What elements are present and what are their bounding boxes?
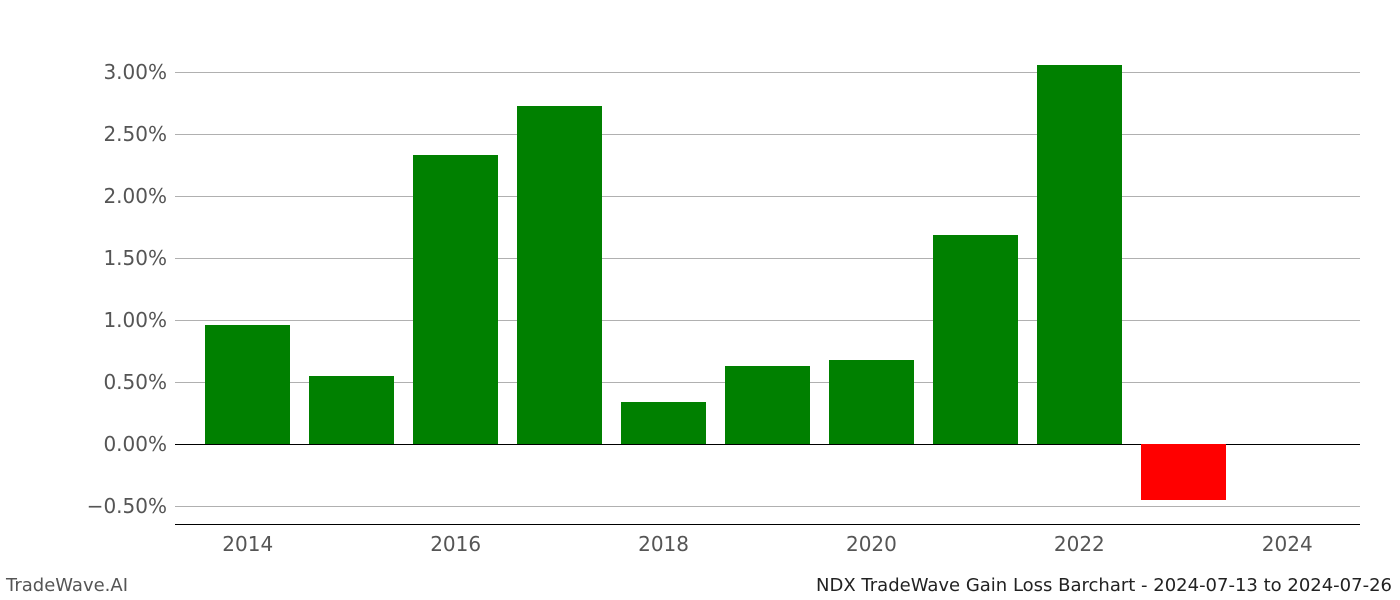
xtick-label: 2020 bbox=[846, 524, 897, 556]
bar bbox=[517, 106, 602, 445]
bar bbox=[933, 235, 1018, 445]
gridline bbox=[175, 134, 1360, 135]
bar bbox=[725, 366, 810, 444]
chart-root: −0.50% 0.00% 0.50% 1.00% 1.50% 2.00% 2.50% 3.00… bbox=[0, 0, 1400, 600]
gridline bbox=[175, 196, 1360, 197]
bar bbox=[621, 402, 706, 444]
plot-area: −0.50%0.00%0.50%1.00%1.50%2.00%2.50%3.00… bbox=[175, 35, 1360, 525]
xtick-label: 2018 bbox=[638, 524, 689, 556]
footer-right: NDX TradeWave Gain Loss Barchart - 2024-… bbox=[816, 575, 1392, 596]
gridline bbox=[175, 258, 1360, 259]
ytick-label: 0.00% bbox=[103, 432, 175, 456]
ytick-label: 0.50% bbox=[103, 370, 175, 394]
ytick-label: 1.00% bbox=[103, 308, 175, 332]
gridline bbox=[175, 506, 1360, 507]
footer-left: TradeWave.AI bbox=[6, 575, 128, 596]
bar bbox=[309, 376, 394, 444]
xtick-label: 2022 bbox=[1054, 524, 1105, 556]
ytick-label: −0.50% bbox=[87, 494, 175, 518]
bar bbox=[829, 360, 914, 444]
ytick-label: 1.50% bbox=[103, 246, 175, 270]
ytick-label: 3.00% bbox=[103, 60, 175, 84]
gridline bbox=[175, 72, 1360, 73]
ytick-label: 2.50% bbox=[103, 122, 175, 146]
bar bbox=[413, 155, 498, 444]
xtick-label: 2016 bbox=[430, 524, 481, 556]
bar bbox=[1141, 444, 1226, 500]
gridline bbox=[175, 320, 1360, 321]
xtick-label: 2024 bbox=[1262, 524, 1313, 556]
xtick-label: 2014 bbox=[222, 524, 273, 556]
bar bbox=[205, 325, 290, 444]
bar bbox=[1037, 65, 1122, 445]
ytick-label: 2.00% bbox=[103, 184, 175, 208]
